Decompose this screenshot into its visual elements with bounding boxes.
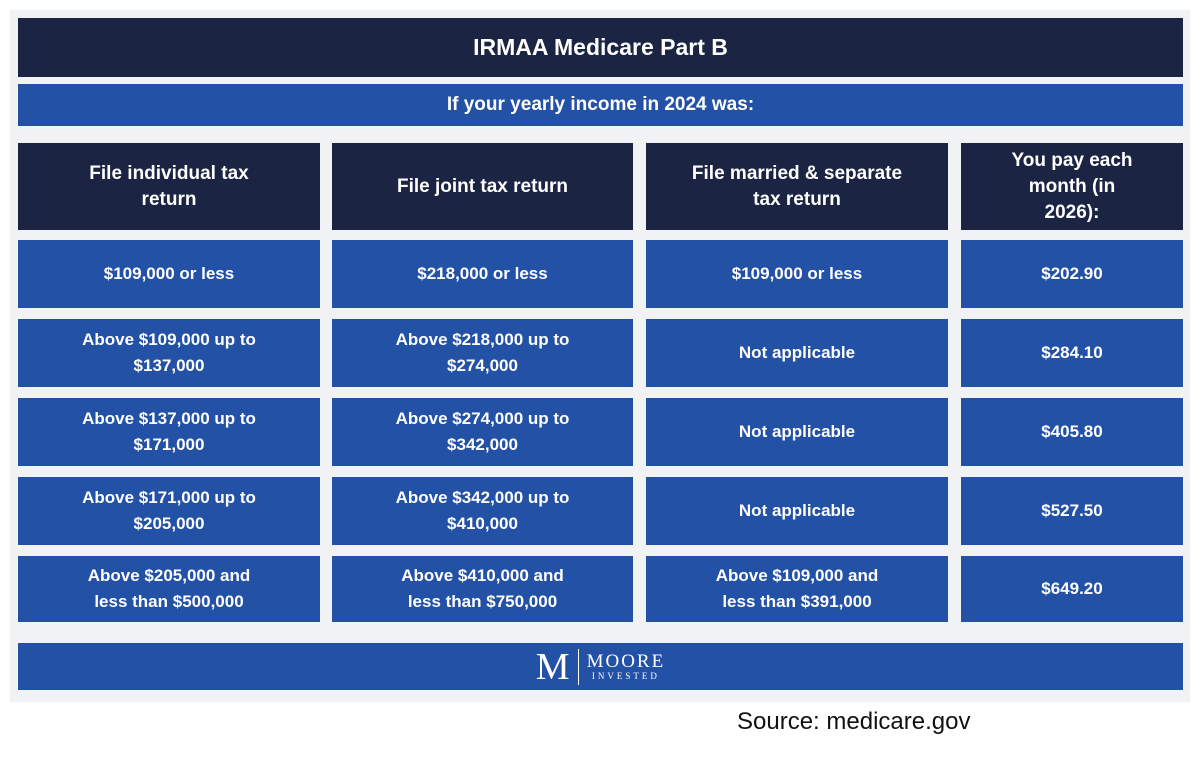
logo-text: MOORE INVESTED	[586, 650, 666, 681]
table-cell: Above $342,000 up to $410,000	[332, 477, 633, 545]
table-cell: Above $109,000 and less than $391,000	[646, 556, 948, 622]
logo-mark: M	[536, 648, 579, 686]
table-cell: Above $274,000 up to $342,000	[332, 398, 633, 466]
table-cell: $649.20	[961, 556, 1183, 622]
column-header: File individual tax return	[18, 143, 320, 230]
column-header: You pay each month (in 2026):	[961, 143, 1183, 230]
table-cell: Not applicable	[646, 477, 948, 545]
column-header: File married & separate tax return	[646, 143, 948, 230]
table-cell: $109,000 or less	[646, 240, 948, 308]
table-cell: $202.90	[961, 240, 1183, 308]
logo-tagline: INVESTED	[591, 670, 660, 681]
table-cell: $527.50	[961, 477, 1183, 545]
table-cell: $218,000 or less	[332, 240, 633, 308]
table-cell: Above $205,000 and less than $500,000	[18, 556, 320, 622]
subtitle: If your yearly income in 2024 was:	[18, 84, 1183, 126]
table-cell: Above $171,000 up to $205,000	[18, 477, 320, 545]
table-cell: Not applicable	[646, 319, 948, 387]
table-cell: $405.80	[961, 398, 1183, 466]
source: Source: medicare.gov	[737, 708, 971, 735]
table-cell: Not applicable	[646, 398, 948, 466]
logo-name: MOORE	[586, 650, 666, 672]
footer: M MOORE INVESTED	[18, 643, 1183, 690]
title: IRMAA Medicare Part B	[18, 18, 1183, 77]
table-cell: Above $410,000 and less than $750,000	[332, 556, 633, 622]
table-cell: $284.10	[961, 319, 1183, 387]
table-cell: $109,000 or less	[18, 240, 320, 308]
column-header: File joint tax return	[332, 143, 633, 230]
table-cell: Above $109,000 up to $137,000	[18, 319, 320, 387]
logo: M MOORE INVESTED	[536, 648, 666, 686]
table-cell: Above $218,000 up to $274,000	[332, 319, 633, 387]
table-cell: Above $137,000 up to $171,000	[18, 398, 320, 466]
